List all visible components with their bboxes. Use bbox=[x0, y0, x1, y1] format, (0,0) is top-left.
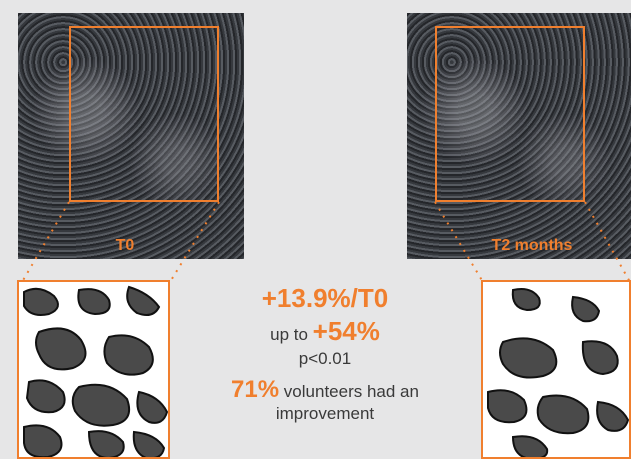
results-statistics: +13.9%/T0 up to +54% p<0.01 71% voluntee… bbox=[200, 280, 450, 425]
p-value-stat: p<0.01 bbox=[298, 349, 352, 368]
roi-box-before bbox=[69, 26, 219, 202]
max-improvement-prefix: up to bbox=[270, 325, 313, 344]
label-t2-months: T2 months bbox=[491, 237, 573, 254]
connector-left-inner bbox=[169, 201, 220, 283]
binary-mask-after bbox=[481, 280, 631, 459]
skin-photo-after bbox=[407, 13, 631, 259]
volunteers-percent: 71% bbox=[231, 376, 280, 403]
label-t0: T0 bbox=[115, 237, 135, 254]
volunteers-stat: 71% volunteers had an improvement bbox=[200, 376, 450, 425]
skin-photo-before bbox=[18, 13, 244, 259]
max-improvement-stat: up to +54% bbox=[200, 317, 450, 349]
binary-mask-before bbox=[17, 280, 170, 459]
volunteers-text-line2: improvement bbox=[275, 404, 375, 423]
connector-left-outer bbox=[21, 201, 70, 283]
max-improvement-value: +54% bbox=[312, 316, 380, 346]
volunteers-text-line1: volunteers had an bbox=[279, 382, 419, 401]
main-improvement-stat: +13.9%/T0 bbox=[261, 283, 389, 313]
roi-box-after bbox=[435, 26, 585, 202]
